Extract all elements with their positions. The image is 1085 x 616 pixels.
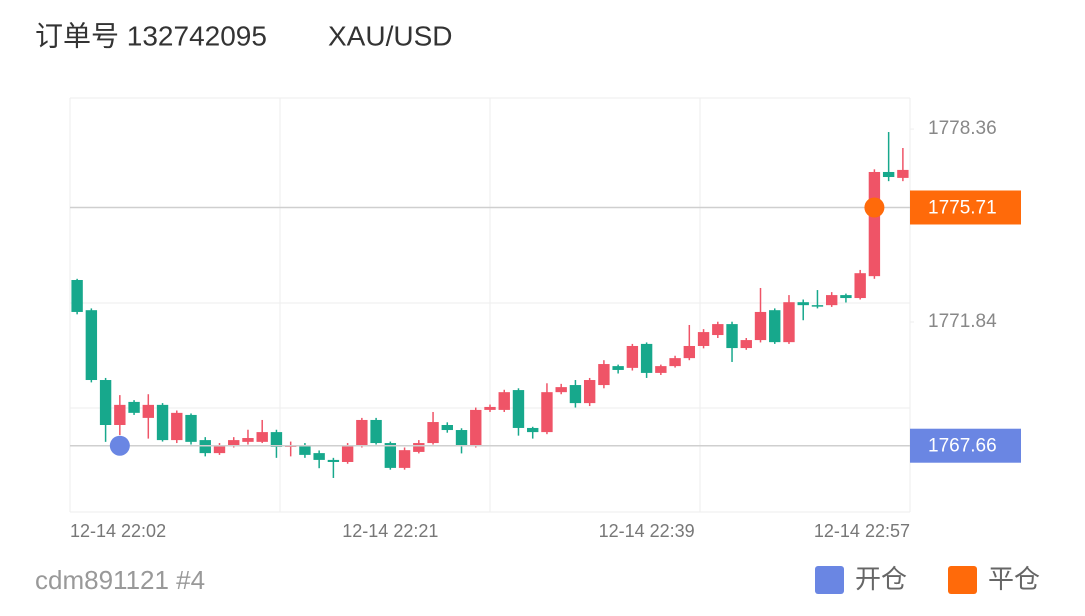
candle-body — [270, 432, 283, 447]
candle-body — [555, 387, 567, 393]
order-title: 订单号 132742095 — [35, 20, 267, 51]
candle-body — [655, 366, 667, 373]
candle-body — [541, 392, 553, 433]
candle-body — [327, 459, 340, 462]
price-tag — [910, 190, 1021, 225]
candle-body — [612, 366, 624, 370]
candle-body — [797, 302, 809, 306]
candle-body — [455, 430, 468, 446]
candle-body — [811, 305, 824, 307]
candle-body — [683, 345, 696, 359]
candle-body — [527, 427, 539, 433]
candle-body — [626, 345, 639, 368]
candle-body — [213, 445, 226, 454]
candle-body — [598, 364, 610, 386]
candle-body — [171, 412, 183, 441]
candle-body — [726, 324, 738, 349]
price-tag-label: 1767.66 — [928, 436, 997, 457]
candle-body — [99, 380, 112, 425]
candle-body — [769, 310, 781, 343]
candle-body — [512, 390, 525, 428]
candle-body — [199, 440, 211, 454]
candle-body — [185, 414, 197, 442]
candle-body — [840, 295, 852, 299]
legend-swatch — [815, 566, 844, 594]
candle-body — [85, 310, 98, 381]
candle-body — [640, 343, 653, 373]
candle-body — [384, 443, 397, 468]
candle-body — [114, 404, 126, 425]
candle-body — [398, 450, 411, 468]
candle-body — [370, 419, 382, 444]
x-tick-label: 12-14 22:02 — [70, 521, 166, 541]
candle-body — [242, 438, 254, 442]
account-footer: cdm891121 #4 — [35, 565, 205, 595]
x-tick-label: 12-14 22:21 — [342, 521, 438, 541]
candle-body — [71, 279, 83, 312]
candle-body — [156, 404, 169, 441]
candle-body — [228, 440, 240, 446]
symbol: XAU/USD — [328, 20, 452, 51]
candle-body — [470, 409, 482, 446]
candle-body — [583, 380, 596, 404]
candle-body — [413, 443, 425, 452]
candle-body — [441, 424, 453, 431]
candle-body — [484, 406, 496, 410]
candle-body — [712, 324, 724, 336]
candle-body — [697, 332, 710, 346]
y-tick-label: 1778.36 — [928, 118, 997, 139]
candle-body — [783, 302, 795, 343]
candle-body — [299, 445, 311, 455]
candle-body — [256, 432, 268, 442]
legend-label: 平仓 — [988, 564, 1040, 594]
candle-body — [313, 453, 325, 460]
trade-point — [109, 435, 130, 456]
candle-body — [740, 340, 752, 349]
legend-label: 开仓 — [855, 564, 907, 594]
x-tick-label: 12-14 22:39 — [599, 521, 695, 541]
candle-body — [754, 311, 767, 341]
candle-body — [341, 445, 354, 462]
candle-body — [498, 392, 510, 410]
candle-body — [854, 273, 866, 299]
trade-point — [864, 197, 885, 218]
candle-body — [868, 171, 881, 277]
price-tag-label: 1775.71 — [928, 198, 997, 219]
x-tick-label: 12-14 22:57 — [814, 521, 910, 541]
candle-body — [142, 404, 154, 418]
plot-frame — [69, 97, 911, 513]
y-tick-label: 1771.84 — [928, 311, 997, 332]
candle-body — [427, 422, 439, 444]
candle-body — [128, 401, 140, 413]
candle-body — [669, 358, 681, 367]
candle-body — [882, 171, 895, 178]
candle-body — [826, 295, 838, 306]
candle-body — [569, 385, 582, 404]
candle-body — [897, 169, 909, 178]
price-tag — [910, 428, 1021, 463]
candle-body — [356, 419, 368, 446]
legend-swatch — [948, 566, 977, 594]
